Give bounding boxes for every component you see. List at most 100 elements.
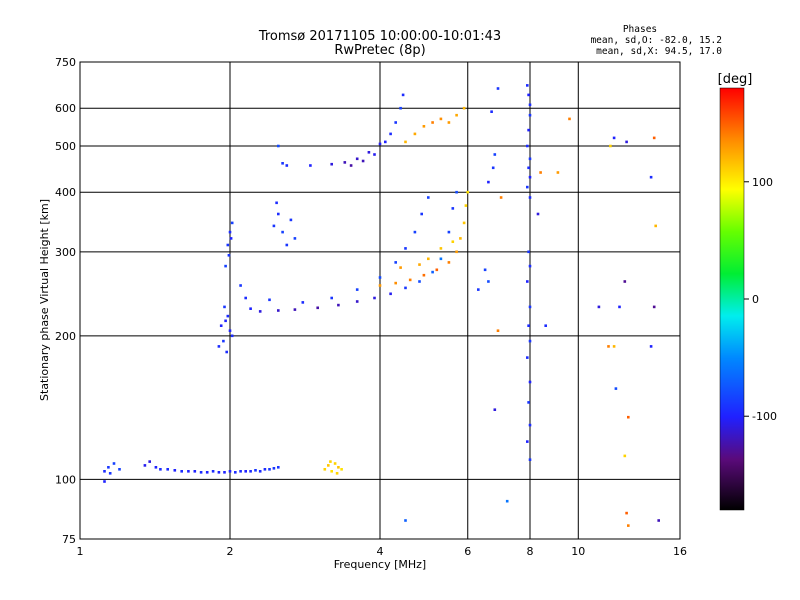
data-point	[399, 106, 402, 110]
phase-info-o: mean, sd,O: -82.0, 15.2	[590, 35, 722, 46]
data-point	[343, 161, 347, 164]
data-point	[228, 329, 232, 332]
data-point	[451, 207, 455, 210]
phase-info-heading: Phases	[623, 24, 657, 35]
data-point	[420, 212, 423, 216]
data-point	[526, 185, 529, 189]
data-point	[627, 415, 630, 419]
data-point	[323, 468, 327, 471]
data-point	[527, 128, 530, 132]
data-point	[373, 296, 376, 300]
data-point	[355, 300, 359, 303]
x-tick-label: 8	[527, 545, 534, 558]
y-tick-label: 75	[62, 533, 76, 546]
data-point	[614, 387, 618, 390]
data-point	[378, 284, 382, 287]
data-point	[447, 121, 451, 124]
data-point	[285, 164, 289, 167]
data-point	[272, 224, 276, 228]
tick-labels: 1 2 4 6 8 10 16 75 100 200 300 400 500 600 750	[55, 56, 687, 558]
data-point	[528, 339, 532, 343]
data-point	[556, 171, 560, 174]
data-point	[159, 468, 162, 471]
data-point	[373, 153, 376, 156]
data-point	[462, 221, 466, 225]
data-point	[193, 470, 197, 473]
data-point	[408, 278, 412, 282]
data-point	[607, 345, 610, 348]
data-point	[239, 470, 242, 473]
data-point	[224, 264, 227, 268]
data-point	[528, 458, 532, 461]
data-point	[487, 280, 490, 283]
y-tick-label: 300	[55, 246, 76, 259]
data-point	[612, 345, 616, 348]
data-point	[459, 237, 462, 240]
data-point	[225, 350, 228, 354]
data-point	[289, 218, 293, 222]
chart-title: Tromsø 20171105 10:00:00-10:01:43	[258, 29, 501, 44]
data-point	[244, 470, 247, 473]
data-point	[493, 153, 497, 156]
data-point	[222, 339, 225, 343]
data-point	[623, 454, 627, 458]
data-point	[226, 243, 230, 247]
data-point	[612, 136, 616, 140]
data-point	[526, 440, 529, 443]
data-point	[224, 319, 227, 323]
data-point	[652, 136, 656, 140]
x-axis-label: Frequency [MHz]	[334, 558, 426, 571]
data-point	[618, 305, 621, 309]
data-point	[148, 460, 151, 463]
y-tick-label: 500	[55, 140, 76, 153]
data-point	[568, 117, 571, 121]
data-point	[389, 292, 392, 296]
chart-subtitle: RwPretec (8p)	[334, 43, 425, 58]
data-point	[652, 305, 656, 309]
data-point	[333, 462, 337, 465]
data-point	[491, 166, 495, 170]
x-tick-label: 4	[377, 545, 384, 558]
data-point	[413, 132, 417, 136]
data-point	[528, 264, 532, 268]
x-tick-label: 6	[464, 545, 471, 558]
data-point	[654, 224, 657, 228]
colorbar-tick-label: -100	[752, 410, 777, 423]
data-point	[277, 309, 280, 312]
data-point	[527, 250, 530, 254]
data-point	[272, 467, 276, 470]
data-point	[528, 175, 532, 179]
data-point	[249, 307, 252, 310]
data-point	[107, 466, 110, 469]
data-point	[112, 462, 116, 465]
data-point	[166, 468, 169, 471]
data-point	[536, 212, 540, 216]
colorbar-label: [deg]	[718, 72, 753, 87]
y-tick-label: 600	[55, 102, 76, 115]
data-point	[228, 230, 232, 234]
data-point	[649, 175, 653, 179]
data-point	[422, 125, 426, 128]
data-point	[490, 110, 493, 113]
data-point	[439, 257, 443, 261]
data-point	[199, 471, 203, 474]
data-point	[211, 470, 215, 473]
data-point	[173, 469, 177, 472]
data-point	[527, 401, 530, 404]
colorbar-tick-label: 100	[752, 176, 773, 189]
data-point	[103, 480, 106, 483]
data-point	[301, 301, 305, 304]
data-point	[528, 380, 532, 384]
data-point	[217, 471, 221, 474]
data-point	[355, 157, 359, 161]
colorbar-ticks: 100 0 -100	[744, 176, 777, 423]
data-point	[219, 324, 223, 327]
data-point	[277, 144, 280, 148]
colorbar-tick-label: 0	[752, 293, 759, 306]
data-point	[431, 270, 434, 274]
data-point	[217, 345, 221, 348]
data-point	[268, 468, 271, 471]
data-point	[227, 254, 231, 257]
data-point	[187, 470, 190, 473]
data-point	[499, 196, 503, 199]
